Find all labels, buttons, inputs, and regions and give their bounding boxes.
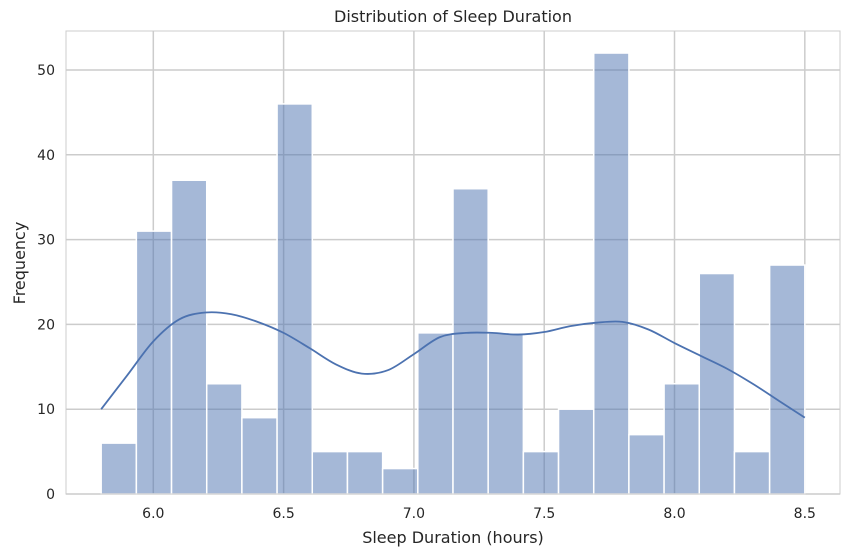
- y-tick-label: 50: [37, 63, 55, 79]
- histogram-bar: [592, 52, 630, 495]
- histogram-bar: [522, 450, 560, 495]
- x-tick-label: 8.0: [663, 506, 685, 522]
- plot-frame: [65, 30, 841, 495]
- y-tick-label: 20: [37, 317, 55, 333]
- histogram-bar: [698, 272, 736, 495]
- kde-curve: [100, 311, 806, 419]
- x-tick-label: 7.5: [533, 506, 555, 522]
- y-tick-label: 10: [37, 402, 55, 418]
- x-axis-ticks: 6.0 6.5 7.0 7.5 8.0 8.5: [142, 506, 816, 522]
- histogram-bar: [452, 187, 489, 495]
- histogram-bar: [768, 264, 806, 495]
- histogram-bar: [417, 332, 454, 495]
- histogram-bar: [276, 103, 314, 495]
- x-tick-label: 7.0: [403, 506, 425, 522]
- histogram-bar: [628, 433, 665, 495]
- histogram-bar: [241, 416, 278, 495]
- y-tick-label: 40: [37, 148, 55, 164]
- histogram-bar: [311, 450, 349, 495]
- histogram-bar: [733, 450, 771, 495]
- y-axis-label: Frequency: [10, 222, 29, 305]
- histogram-bar: [381, 467, 419, 495]
- histogram-bar: [346, 450, 384, 495]
- histogram-bar: [205, 383, 243, 495]
- y-tick-label: 30: [37, 233, 55, 249]
- y-tick-label: 0: [46, 487, 55, 503]
- y-axis-ticks: 0 10 20 30 40 50: [37, 63, 55, 503]
- histogram-bar: [100, 442, 138, 495]
- x-axis-label: Sleep Duration (hours): [362, 528, 544, 547]
- histogram-bar: [487, 332, 525, 495]
- x-tick-label: 8.5: [794, 506, 816, 522]
- x-tick-label: 6.5: [272, 506, 294, 522]
- chart-title: Distribution of Sleep Duration: [334, 7, 572, 26]
- histogram-bar: [663, 383, 701, 495]
- histogram-bars: [100, 52, 806, 495]
- histogram-bar: [135, 230, 173, 495]
- x-tick-label: 6.0: [142, 506, 164, 522]
- histogram-bar: [170, 179, 208, 495]
- histogram-bar: [557, 408, 595, 495]
